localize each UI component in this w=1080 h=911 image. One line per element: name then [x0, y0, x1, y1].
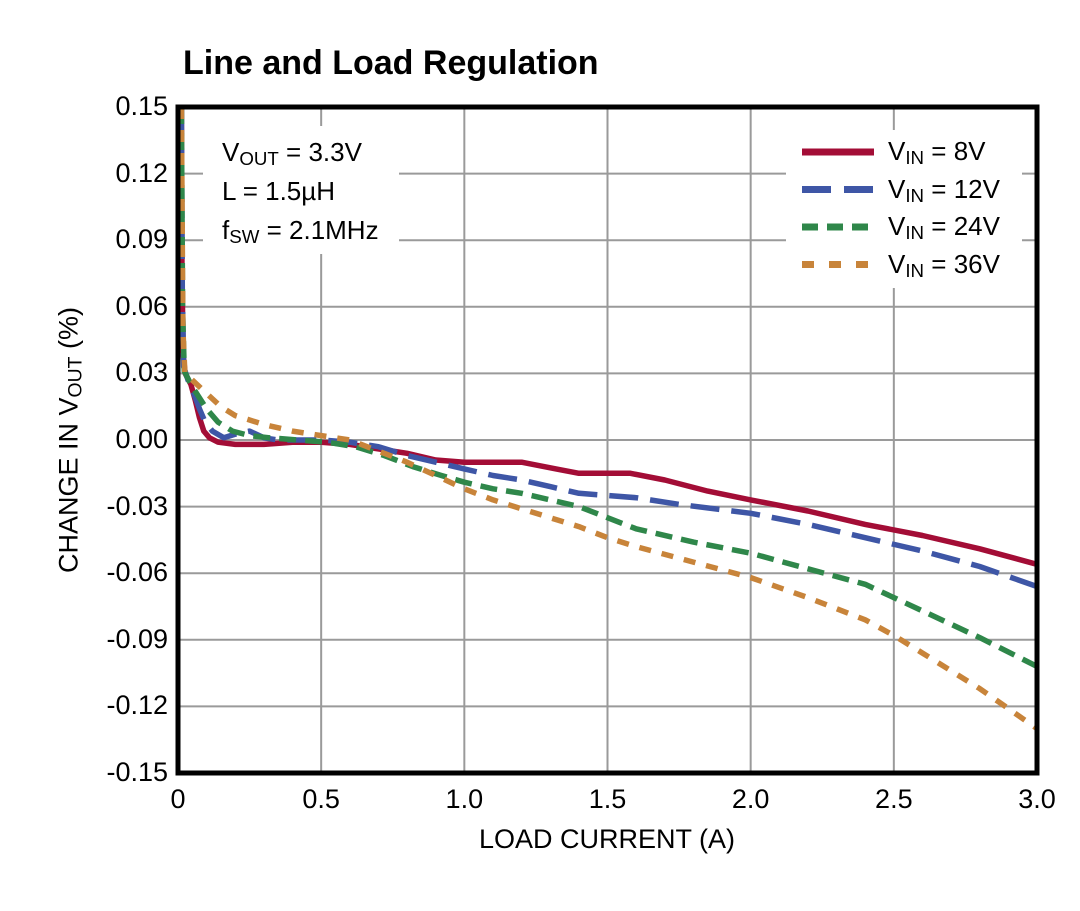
annotation-line-inductor: L = 1.5µH: [222, 176, 336, 206]
y-tick-label: -0.06: [106, 557, 168, 588]
annotation-line-vout: VOUT = 3.3V: [222, 137, 362, 170]
legend-label-1: VIN = 8V: [888, 136, 986, 169]
y-tick-label: 0.06: [115, 290, 168, 321]
annotation-line-fsw: fSW = 2.1MHz: [222, 215, 379, 248]
y-tick-label: -0.12: [106, 690, 168, 721]
x-tick-label: 1.5: [588, 784, 627, 814]
legend-background: [786, 130, 1022, 288]
series-line-2: [178, 107, 1037, 590]
plot-border: [175, 104, 1040, 776]
x-tick-label: 2.5: [875, 784, 913, 814]
legend-label-2: VIN = 12V: [888, 173, 1000, 206]
y-tick-label: 0.03: [115, 357, 168, 388]
series-line-4: [178, 107, 1037, 731]
x-tick-label: 3.0: [1018, 784, 1056, 814]
series-line-3: [178, 107, 1037, 669]
annotation-background: [203, 126, 399, 254]
legend-label-3: VIN = 24V: [888, 211, 1000, 244]
conditions-annotation: VOUT = 3.3V L = 1.5µH fSW = 2.1MHz: [222, 134, 379, 251]
x-tick-label: 0.5: [302, 784, 340, 814]
y-tick-label: -0.15: [106, 757, 168, 787]
y-tick-label: 0.12: [115, 157, 168, 188]
legend-label-4: VIN = 36V: [888, 248, 1000, 281]
x-tick-label: 0: [170, 784, 186, 814]
x-tick-label: 1.0: [445, 784, 484, 814]
y-tick-label: -0.03: [106, 490, 168, 521]
y-tick-label: 0.09: [115, 224, 168, 255]
x-axis-label: LOAD CURRENT (A): [478, 824, 736, 854]
y-tick-label: 0.15: [115, 91, 168, 121]
x-tick-label: 2.0: [731, 784, 770, 814]
y-tick-label: 0.00: [115, 424, 168, 454]
y-tick-label: -0.09: [106, 623, 168, 654]
chart-title: Line and Load Regulation: [183, 44, 599, 82]
